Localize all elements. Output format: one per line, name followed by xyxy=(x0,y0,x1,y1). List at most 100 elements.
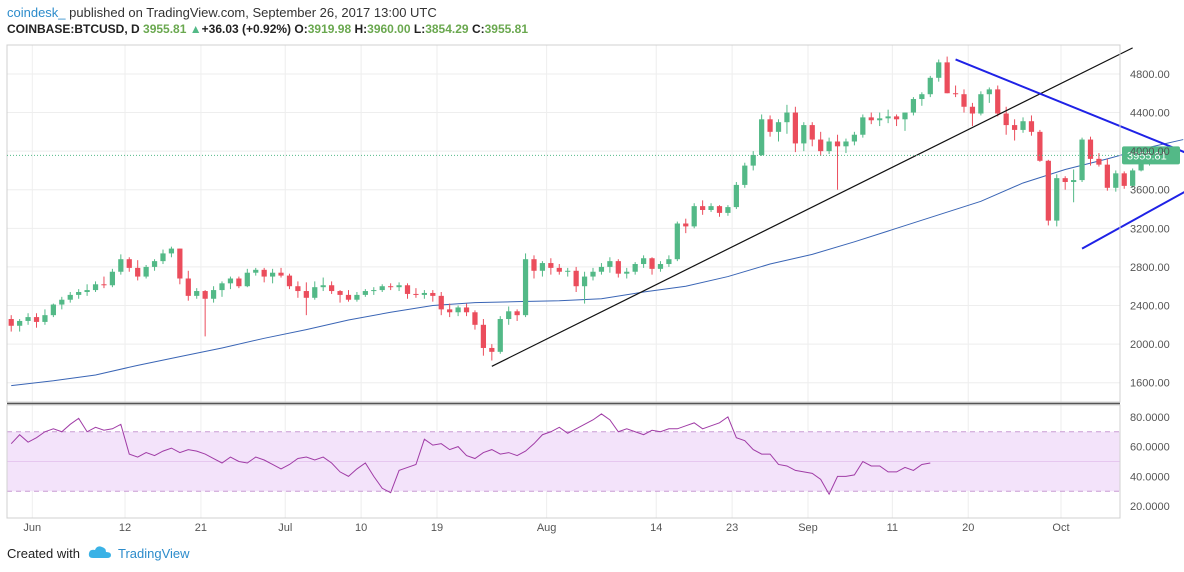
candle-body xyxy=(126,259,132,268)
price-tick-label: 4400.00 xyxy=(1130,108,1170,120)
candle-body xyxy=(413,293,419,295)
date-tick-label: 19 xyxy=(431,522,443,534)
candle-body xyxy=(1020,121,1026,130)
date-tick-label: Oct xyxy=(1052,522,1069,534)
candle-body xyxy=(1121,173,1127,186)
candle-body xyxy=(194,291,200,296)
author-link[interactable]: coindesk_ xyxy=(7,5,66,20)
footer: Created with TradingView xyxy=(7,545,190,562)
candle-body xyxy=(67,294,73,300)
candles xyxy=(8,56,1153,361)
candle-body xyxy=(59,299,65,305)
candle-body xyxy=(253,269,259,273)
candle-body xyxy=(227,278,234,284)
price-tick-label: 2000.00 xyxy=(1130,339,1170,351)
candle-body xyxy=(286,275,293,287)
candle-body xyxy=(1096,158,1102,165)
candle-body xyxy=(388,286,394,288)
candle-body xyxy=(168,248,175,254)
low-value: 3854.29 xyxy=(425,22,469,36)
low-label: L: xyxy=(413,22,426,36)
candle-body xyxy=(750,154,756,166)
candle-body xyxy=(725,207,731,213)
candle-body xyxy=(1037,131,1043,161)
candle-body xyxy=(92,284,99,291)
candle-body xyxy=(801,125,807,144)
candle-body xyxy=(531,259,537,271)
moving-average xyxy=(11,139,1184,387)
candle-body xyxy=(902,112,908,120)
candle-body xyxy=(615,261,621,274)
publish-info: coindesk_ published on TradingView.com, … xyxy=(7,4,528,21)
rsi-tick-label: 40.0000 xyxy=(1130,471,1170,483)
rsi-band xyxy=(7,431,1120,492)
candle-body xyxy=(851,134,858,142)
candle-body xyxy=(792,112,798,144)
candle-body xyxy=(25,317,31,321)
candle-body xyxy=(809,125,815,140)
candle-body xyxy=(135,267,141,277)
trendline-black xyxy=(491,47,1133,367)
candle-body xyxy=(598,266,605,272)
price-tick-label: 3200.00 xyxy=(1130,223,1170,235)
candle-body xyxy=(177,248,183,279)
candle-body xyxy=(202,291,208,299)
candle-body xyxy=(632,264,638,272)
candle-body xyxy=(430,292,436,296)
tradingview-cloud-icon[interactable] xyxy=(88,545,112,562)
candle-body xyxy=(151,261,158,267)
date-tick-label: Sep xyxy=(798,522,818,534)
trendlines[interactable] xyxy=(491,47,1184,367)
candle-body xyxy=(995,89,1001,114)
trendline-blue xyxy=(1081,191,1184,250)
price-pane-border xyxy=(6,44,1121,403)
candle-body xyxy=(1087,139,1094,159)
last-price: 3955.81 xyxy=(143,22,187,36)
candle-body xyxy=(33,317,40,322)
candle-body xyxy=(716,206,723,213)
trendline-blue xyxy=(955,58,1184,154)
candle-body xyxy=(742,165,748,185)
candle-body xyxy=(506,311,512,320)
candle-body xyxy=(1071,180,1077,183)
high-label: H: xyxy=(354,22,368,36)
candle-body xyxy=(438,295,444,310)
rsi-tick-label: 80.0000 xyxy=(1130,412,1170,424)
candle-body xyxy=(767,119,773,132)
date-tick-label: 14 xyxy=(650,522,662,534)
candle-body xyxy=(396,285,402,288)
candle-body xyxy=(640,258,647,265)
candle-body xyxy=(843,141,849,147)
candle-body xyxy=(421,292,427,295)
candle-body xyxy=(1130,170,1136,186)
candle-body xyxy=(463,307,470,313)
candle-body xyxy=(219,283,225,291)
candle-body xyxy=(885,116,891,119)
candle-body xyxy=(590,271,596,277)
candle-body xyxy=(17,320,23,326)
candle-body xyxy=(1054,178,1060,221)
date-tick-label: Aug xyxy=(537,522,557,534)
price-tick-label: 4000.00 xyxy=(1130,146,1170,158)
candle-body xyxy=(657,264,664,269)
tradingview-link[interactable]: TradingView xyxy=(117,546,190,561)
candle-body xyxy=(8,319,14,326)
candle-body xyxy=(160,253,166,262)
candle-body xyxy=(927,77,933,95)
symbol-label[interactable]: COINBASE:BTCUSD, D xyxy=(7,22,140,36)
candle-body xyxy=(354,294,360,300)
candle-body xyxy=(362,291,368,295)
candle-body xyxy=(683,223,689,227)
candle-body xyxy=(961,94,967,107)
candle-body xyxy=(185,278,191,296)
candle-body xyxy=(573,270,579,287)
candle-body xyxy=(775,122,782,132)
candle-body xyxy=(826,141,832,152)
candle-body xyxy=(1062,178,1068,183)
candle-body xyxy=(708,206,714,210)
candle-body xyxy=(548,263,554,268)
ohlc-legend: COINBASE:BTCUSD, D 3955.81 ▲+36.03 (+0.9… xyxy=(7,21,528,38)
date-tick-label: Jul xyxy=(278,522,292,534)
candle-body xyxy=(565,270,571,272)
